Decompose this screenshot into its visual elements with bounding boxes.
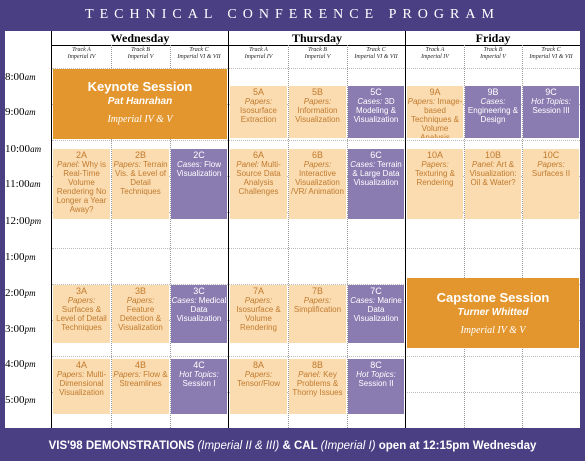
track-header-c: Track C Imperial VI & VII: [529, 47, 573, 60]
time-label: 10:00am: [5, 143, 42, 155]
time-label: 9:00am: [5, 106, 36, 118]
time-label: 8:00am: [5, 71, 36, 83]
session-9a: 9A Papers: Image-based Techniques & Volum…: [407, 86, 463, 138]
time-label: 11:00am: [5, 178, 41, 190]
track-header-a: Track A Imperial IV: [67, 47, 96, 60]
time-label: 4:00pm: [5, 358, 36, 370]
schedule-grid: 8:00am 9:00am 10:00am 11:00am 12:00pm 1:…: [5, 31, 580, 428]
session-4b: 4B Papers: Flow & Streamlines: [112, 359, 169, 414]
session-10a: 10A Papers: Texturing & Rendering: [407, 149, 463, 219]
keynote-session: Keynote Session Pat Hanrahan Imperial IV…: [53, 69, 227, 139]
session-7b: 7B Papers: Simplification: [289, 285, 346, 343]
session-5a: 5A Papers: Isosurface Extraction: [230, 86, 287, 138]
day-header-wednesday: Wednesday: [52, 31, 228, 46]
track-header-b: Track B Imperial V: [304, 47, 331, 60]
time-label: 2:00pm: [5, 287, 36, 299]
session-3c: 3C Cases: Medical Data Visualization: [171, 285, 227, 343]
session-6b: 6B Papers: Interactive Visualization /VR/…: [289, 149, 346, 219]
footer-banner: VIS'98 DEMONSTRATIONS (Imperial II & III…: [48, 440, 537, 452]
session-6a: 6A Panel: Multi-Source Data Analysis Chal…: [230, 149, 287, 219]
track-header-b: Track B Imperial V: [480, 47, 506, 60]
time-label: 12:00pm: [5, 215, 42, 227]
session-2c: 2C Cases: Flow Visualization: [171, 149, 227, 219]
day-header-thursday: Thursday: [229, 31, 405, 46]
session-4a: 4A Papers: Multi-Dimensional Visualizatio…: [53, 359, 110, 414]
session-10c: 10C Papers: Surfaces II: [523, 149, 579, 219]
session-10b: 10B Panel: Art & Visualization: Oil & Wat…: [465, 149, 521, 219]
time-label: 3:00pm: [5, 323, 36, 335]
session-3a: 3A Papers: Surfaces & Level of Detail Tec…: [53, 285, 110, 343]
session-8a: 8A Papers: Tensor/Flow: [230, 359, 287, 414]
session-2a: 2A Panel: Why is Real-Time Volume Renderi…: [53, 149, 110, 219]
session-9c: 9C Hot Topics: Session III: [523, 86, 579, 138]
session-7a: 7A Papers: Isosurface & Volume Rendering: [230, 285, 287, 343]
session-5b: 5B Papers: Information Visualization: [289, 86, 346, 138]
session-3b: 3B Papers: Feature Detection & Visualizat…: [112, 285, 169, 343]
session-2b: 2B Papers: Terrain Vis. & Level of Detail…: [112, 149, 169, 219]
track-header-a: Track A Imperial IV: [244, 47, 273, 60]
track-header-a: Track A Imperial IV: [421, 47, 449, 60]
session-8b: 8B Panel: Key Problems & Thorny Issues: [289, 359, 346, 414]
day-header-friday: Friday: [406, 31, 580, 46]
session-6c: 6C Cases: Terrain & Large Data Visualizat…: [348, 149, 404, 219]
capstone-session: Capstone Session Turner Whitted Imperial…: [407, 278, 579, 348]
session-8c: 8C Hot Topics: Session II: [348, 359, 404, 414]
session-5c: 5C Cases: 3D Modeling & Visualization: [348, 86, 404, 138]
program-title: TECHNICAL CONFERENCE PROGRAM: [85, 7, 500, 22]
track-header-b: Track B Imperial V: [127, 47, 154, 60]
session-9b: 9B Cases: Engineering & Design: [465, 86, 521, 138]
session-4c: 4C Hot Topics: Session I: [171, 359, 227, 414]
track-header-c: Track C Imperial VI & VII: [177, 47, 221, 60]
track-header-c: Track C Imperial VI & VII: [354, 47, 398, 60]
session-7c: 7C Cases: Marine Data Visualization: [348, 285, 404, 343]
time-label: 1:00pm: [5, 251, 36, 263]
time-label: 5:00pm: [5, 394, 36, 406]
